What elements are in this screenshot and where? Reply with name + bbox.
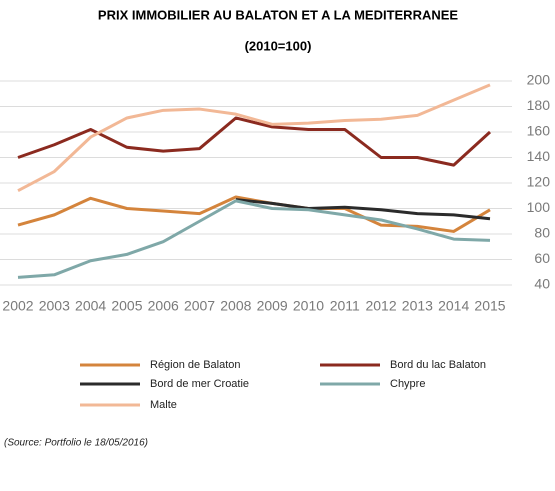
x-tick-label: 2005 (111, 298, 142, 314)
y-tick-label: 80 (534, 225, 550, 241)
y-tick-label: 140 (527, 148, 551, 164)
x-tick-label: 2002 (2, 298, 33, 314)
legend-label: Bord du lac Balaton (390, 359, 486, 371)
legend-label: Chypre (390, 378, 425, 390)
y-tick-label: 100 (527, 199, 551, 215)
x-tick-label: 2014 (438, 298, 469, 314)
y-tick-label: 60 (534, 250, 550, 266)
x-tick-label: 2004 (75, 298, 106, 314)
x-tick-label: 2007 (184, 298, 215, 314)
x-tick-label: 2008 (220, 298, 251, 314)
legend-label: Région de Balaton (150, 359, 241, 371)
x-tick-label: 2010 (293, 298, 324, 314)
y-tick-label: 180 (527, 97, 551, 113)
source-note: (Source: Portfolio le 18/05/2016) (4, 438, 148, 449)
x-tick-label: 2015 (474, 298, 505, 314)
chart-title: PRIX IMMOBILIER AU BALATON ET A LA MEDIT… (98, 7, 458, 22)
series-line (17, 83, 491, 192)
x-tick-label: 2009 (257, 298, 288, 314)
y-tick-label: 160 (527, 123, 551, 139)
x-tick-label: 2003 (39, 298, 70, 314)
series-line (17, 199, 491, 279)
series-line (235, 198, 491, 221)
x-tick-label: 2006 (148, 298, 179, 314)
chart-subtitle: (2010=100) (245, 38, 312, 53)
legend-label: Malte (150, 399, 177, 411)
x-tick-label: 2013 (402, 298, 433, 314)
x-tick-label: 2011 (330, 298, 360, 314)
series-line (17, 116, 492, 167)
y-tick-label: 200 (527, 72, 551, 88)
y-tick-label: 120 (527, 174, 551, 190)
legend-label: Bord de mer Croatie (150, 378, 249, 390)
x-tick-label: 2012 (365, 298, 396, 314)
y-tick-label: 40 (534, 276, 550, 292)
